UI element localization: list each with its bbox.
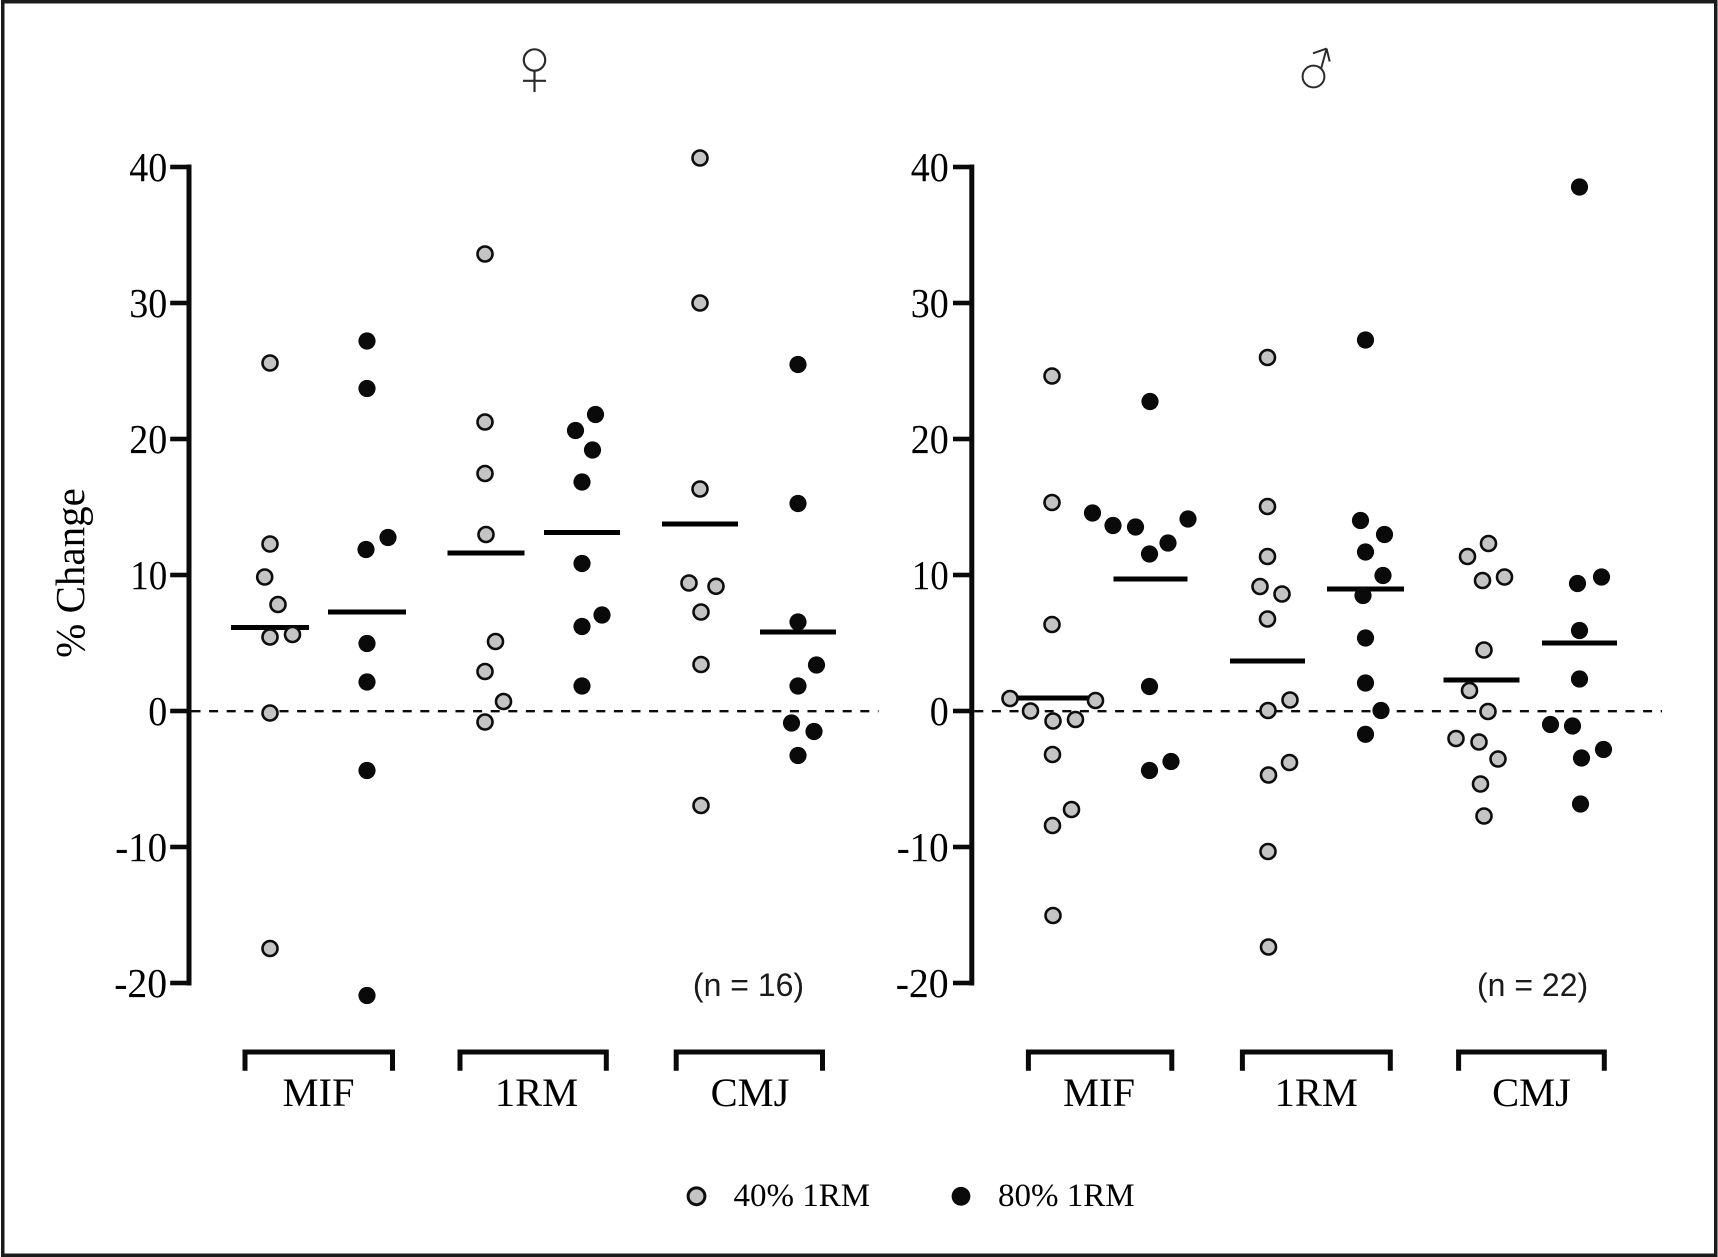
svg-text:80% 1RM: 80% 1RM xyxy=(998,1178,1135,1214)
svg-text:10: 10 xyxy=(912,552,949,598)
svg-text:20: 20 xyxy=(129,416,167,462)
svg-text:40% 1RM: 40% 1RM xyxy=(734,1178,871,1214)
svg-text:% Change: % Change xyxy=(47,488,93,658)
svg-text:-10: -10 xyxy=(897,824,949,870)
svg-text:10: 10 xyxy=(130,552,167,598)
svg-text:MIF: MIF xyxy=(282,1070,354,1115)
svg-text:CMJ: CMJ xyxy=(1492,1070,1571,1115)
svg-text:20: 20 xyxy=(911,416,949,462)
svg-text:40: 40 xyxy=(129,144,167,190)
svg-text:40: 40 xyxy=(911,144,949,190)
svg-text:1RM: 1RM xyxy=(495,1070,578,1115)
svg-text:MIF: MIF xyxy=(1063,1070,1135,1115)
svg-text:1RM: 1RM xyxy=(1275,1070,1358,1115)
svg-text:-20: -20 xyxy=(896,960,949,1006)
svg-text:CMJ: CMJ xyxy=(711,1070,790,1115)
svg-text:-10: -10 xyxy=(115,824,167,870)
svg-text:30: 30 xyxy=(129,280,167,326)
svg-text:0: 0 xyxy=(148,688,167,734)
svg-text:(n = 22): (n = 22) xyxy=(1477,967,1588,1003)
svg-text:-20: -20 xyxy=(114,960,167,1006)
svg-text:(n = 16): (n = 16) xyxy=(693,967,804,1003)
svg-text:30: 30 xyxy=(911,280,949,326)
svg-text:0: 0 xyxy=(930,688,949,734)
